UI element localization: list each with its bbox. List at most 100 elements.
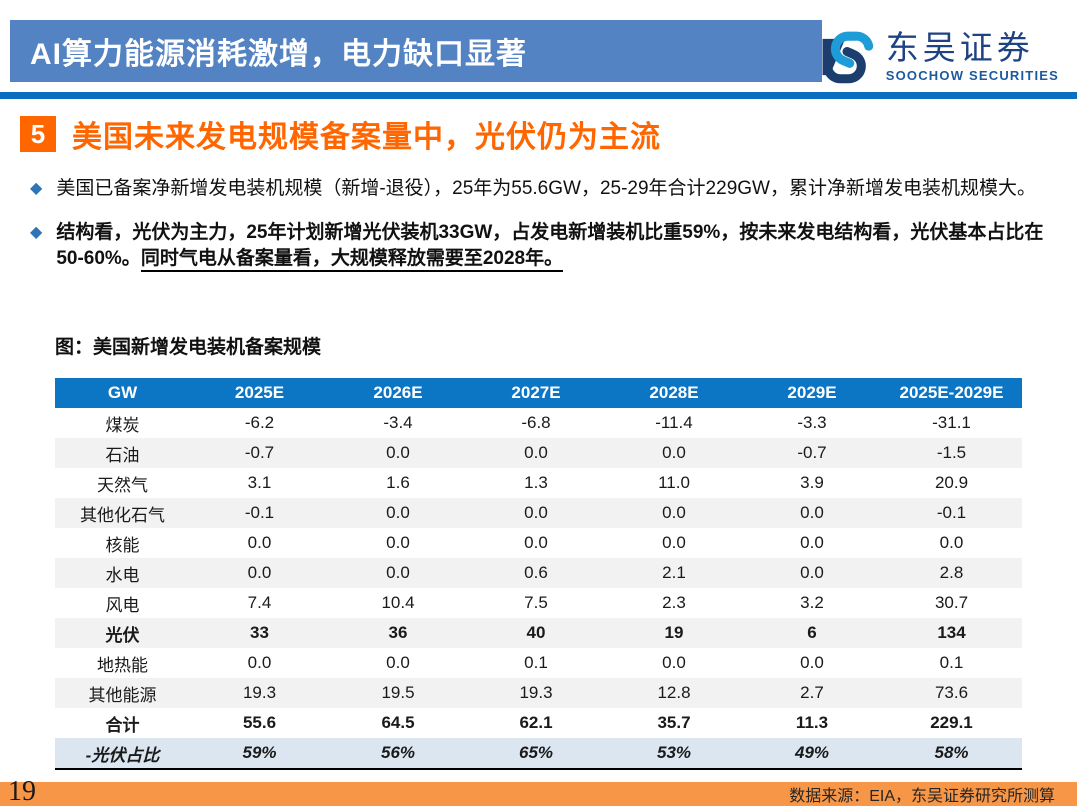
cell-value: 0.0 xyxy=(800,653,824,672)
cell-value: 62.1 xyxy=(519,713,553,732)
cell-value: 229.1 xyxy=(930,713,973,732)
column-header: 2027E xyxy=(467,378,605,408)
cell-value: 0.1 xyxy=(939,653,964,672)
cell-value: 19.3 xyxy=(242,683,277,702)
table-row: 合计 55.6 64.5 62.1 35.7 11.3 229.1 xyxy=(55,708,1022,738)
table-row: 其他能源 19.3 19.5 19.3 12.8 2.7 73.6 xyxy=(55,678,1022,708)
cell-value: 0.0 xyxy=(662,653,686,672)
cell-value: 0.0 xyxy=(386,503,410,522)
cell-value: 0.0 xyxy=(524,533,548,552)
row-label: 煤炭 xyxy=(105,415,140,435)
table-row: 天然气 3.1 1.6 1.3 11.0 3.9 20.9 xyxy=(55,468,1022,498)
bullet-item-1: ◆ 美国已备案净新增发电装机规模（新增-退役），25年为55.6GW，25-29… xyxy=(30,176,1050,202)
diamond-bullet-icon: ◆ xyxy=(30,180,43,197)
cell-value: 12.8 xyxy=(657,683,691,702)
cell-value: 0.0 xyxy=(524,443,548,462)
row-label: 地热能 xyxy=(97,655,148,675)
cell-value: 1.3 xyxy=(524,473,548,492)
bullet-text-1: 美国已备案净新增发电装机规模（新增-退役），25年为55.6GW，25-29年合… xyxy=(56,178,1036,199)
cell-value: 0.0 xyxy=(386,653,410,672)
table-row: 地热能 0.0 0.0 0.1 0.0 0.0 0.1 xyxy=(55,648,1022,678)
cell-value: 20.9 xyxy=(934,473,969,492)
cell-value: 56% xyxy=(380,743,416,762)
divider-rule xyxy=(0,92,1077,99)
slide-banner: AI算力能源消耗激增，电力缺口显著 xyxy=(10,20,822,82)
cell-value: -3.4 xyxy=(383,413,413,432)
table-caption: 图：美国新增发电装机备案规模 xyxy=(55,337,322,358)
soochow-logo-icon xyxy=(822,31,873,84)
table-row: -光伏占比 59% 56% 65% 53% 49% 58% xyxy=(55,738,1022,769)
column-header: 2025E-2029E xyxy=(881,378,1022,408)
cell-value: 1.6 xyxy=(386,473,410,492)
row-label: 水电 xyxy=(105,565,140,585)
cell-value: -31.1 xyxy=(932,413,971,432)
column-header: 2028E xyxy=(605,378,743,408)
cell-value: 65% xyxy=(518,743,554,762)
cell-value: -0.7 xyxy=(244,443,275,462)
column-header: GW xyxy=(55,378,190,408)
logo-name-cn: 东吴证券 xyxy=(885,29,1034,67)
cell-value: 35.7 xyxy=(657,713,691,732)
cell-value: 0.0 xyxy=(800,563,824,582)
cell-value: -0.1 xyxy=(936,503,967,522)
row-label: 其他能源 xyxy=(88,685,157,705)
table-row: 煤炭 -6.2 -3.4 -6.8 -11.4 -3.3 -31.1 xyxy=(55,408,1022,438)
cell-value: 3.9 xyxy=(800,473,824,492)
company-logo: 东吴证券 SOOCHOW SECURITIES xyxy=(818,28,1059,86)
cell-value: 59% xyxy=(242,743,277,762)
cell-value: 30.7 xyxy=(934,593,969,612)
row-label: 石油 xyxy=(105,445,140,465)
table-row: 光伏 33 36 40 19 6 134 xyxy=(55,618,1022,648)
cell-value: -11.4 xyxy=(655,413,693,432)
cell-value: -0.1 xyxy=(244,503,275,522)
diamond-bullet-icon: ◆ xyxy=(30,224,43,241)
cell-value: 58% xyxy=(934,743,969,762)
cell-value: 134 xyxy=(937,623,966,642)
cell-value: 0.0 xyxy=(939,533,964,552)
cell-value: 0.0 xyxy=(247,563,272,582)
cell-value: 64.5 xyxy=(381,713,415,732)
row-label: 天然气 xyxy=(97,475,148,495)
cell-value: 53% xyxy=(656,743,692,762)
logo-text: 东吴证券 SOOCHOW SECURITIES xyxy=(886,31,1059,82)
cell-value: 0.0 xyxy=(386,563,410,582)
cell-value: 0.0 xyxy=(386,443,410,462)
cell-value: 36 xyxy=(388,623,408,642)
bullet-text-2-main: 结构看，光伏为主力，25年计划新增光伏装机33GW，占发电新增装机比重59%，按… xyxy=(56,222,1044,269)
row-label: 光伏 xyxy=(105,625,140,645)
cell-value: 11.3 xyxy=(795,713,829,732)
cell-value: 10.4 xyxy=(381,593,415,612)
row-label: 风电 xyxy=(105,595,140,615)
cell-value: 3.1 xyxy=(247,473,272,492)
table-body: 煤炭 -6.2 -3.4 -6.8 -11.4 -3.3 -31.1 石油 -0.7 0.0 0.0… xyxy=(55,408,1022,769)
row-label: 核能 xyxy=(105,535,140,555)
row-label: 合计 xyxy=(105,715,140,735)
cell-value: 55.6 xyxy=(242,713,277,732)
cell-value: -1.5 xyxy=(936,443,967,462)
cell-value: 2.1 xyxy=(662,563,686,582)
cell-value: 3.2 xyxy=(800,593,824,612)
cell-value: 0.6 xyxy=(524,563,548,582)
cell-value: 0.0 xyxy=(800,503,824,522)
table-row: 其他化石气 -0.1 0.0 0.0 0.0 0.0 -0.1 xyxy=(55,498,1022,528)
section-number-badge: 5 xyxy=(20,116,56,152)
page-number: 19 xyxy=(8,776,36,807)
cell-value: 40 xyxy=(526,623,546,642)
bullet-text-2-underlined: 同时气电从备案量看，大规模释放需要至2028年。 xyxy=(140,248,564,272)
cell-value: -0.7 xyxy=(797,443,827,462)
section-title: 美国未来发电规模备案量中，光伏仍为主流 xyxy=(72,121,661,154)
cell-value: -3.3 xyxy=(797,413,827,432)
bullet-text-2: 结构看，光伏为主力，25年计划新增光伏装机33GW，占发电新增装机比重59%，按… xyxy=(56,220,1050,272)
cell-value: 0.0 xyxy=(524,503,548,522)
cell-value: 2.3 xyxy=(662,593,686,612)
cell-value: 49% xyxy=(794,743,830,762)
cell-value: 0.0 xyxy=(662,443,686,462)
cell-value: 33 xyxy=(250,623,269,642)
cell-value: 0.0 xyxy=(800,533,824,552)
cell-value: 0.0 xyxy=(247,533,272,552)
logo-name-en: SOOCHOW SECURITIES xyxy=(885,68,1059,83)
cell-value: 0.0 xyxy=(662,533,686,552)
cell-value: 7.4 xyxy=(247,593,272,612)
cell-value: 73.6 xyxy=(934,683,969,702)
cell-value: 19.5 xyxy=(381,683,415,702)
